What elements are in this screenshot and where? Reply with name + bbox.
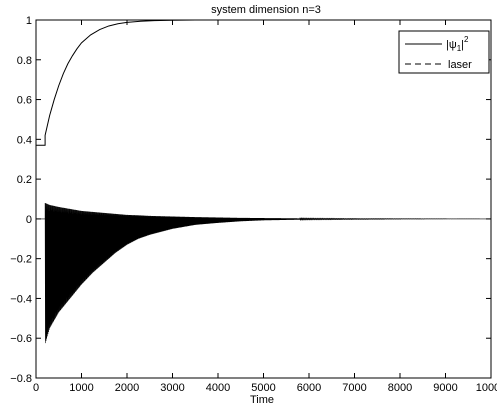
plot-area (35, 19, 492, 379)
y-tick-label: 0.6 (17, 95, 32, 107)
x-axis-label: Time (250, 394, 274, 406)
x-tick-label: 3000 (160, 382, 184, 394)
x-tick-label: 10000 (476, 382, 497, 394)
y-tick-label: 0.4 (17, 134, 32, 146)
y-tick-label: −0.8 (10, 373, 32, 385)
laser-series-line (36, 202, 491, 344)
chart-title: system dimension n=3 (211, 4, 321, 16)
x-tick-label: 8000 (388, 382, 412, 394)
psi-series-line (36, 19, 491, 146)
y-tick-label: 1 (26, 15, 32, 27)
x-tick-label: 6000 (297, 382, 321, 394)
series-layer (36, 19, 491, 344)
legend: |ψ1|2 laser (398, 30, 490, 74)
x-tick-label: 0 (33, 382, 39, 394)
x-tick-label: 5000 (251, 382, 275, 394)
legend-laser-label: laser (448, 59, 472, 71)
legend-psi-label: |ψ1|2 (446, 35, 469, 53)
y-tick-label: −0.4 (10, 293, 32, 305)
ticks-layer: 0 1000 2000 3000 4000 5000 6000 7000 8000 9000 100… (10, 15, 497, 394)
y-tick-label: −0.2 (10, 254, 32, 266)
y-tick-label: 0 (26, 214, 32, 226)
x-tick-label: 4000 (206, 382, 230, 394)
legend-box (398, 30, 490, 74)
y-tick-label: 0.2 (17, 174, 32, 186)
y-tick-label: 0.8 (17, 55, 32, 67)
x-tick-label: 1000 (69, 382, 93, 394)
x-tick-label: 9000 (433, 382, 457, 394)
x-tick-label: 2000 (115, 382, 139, 394)
y-tick-label: −0.6 (10, 333, 32, 345)
x-tick-label: 7000 (342, 382, 366, 394)
